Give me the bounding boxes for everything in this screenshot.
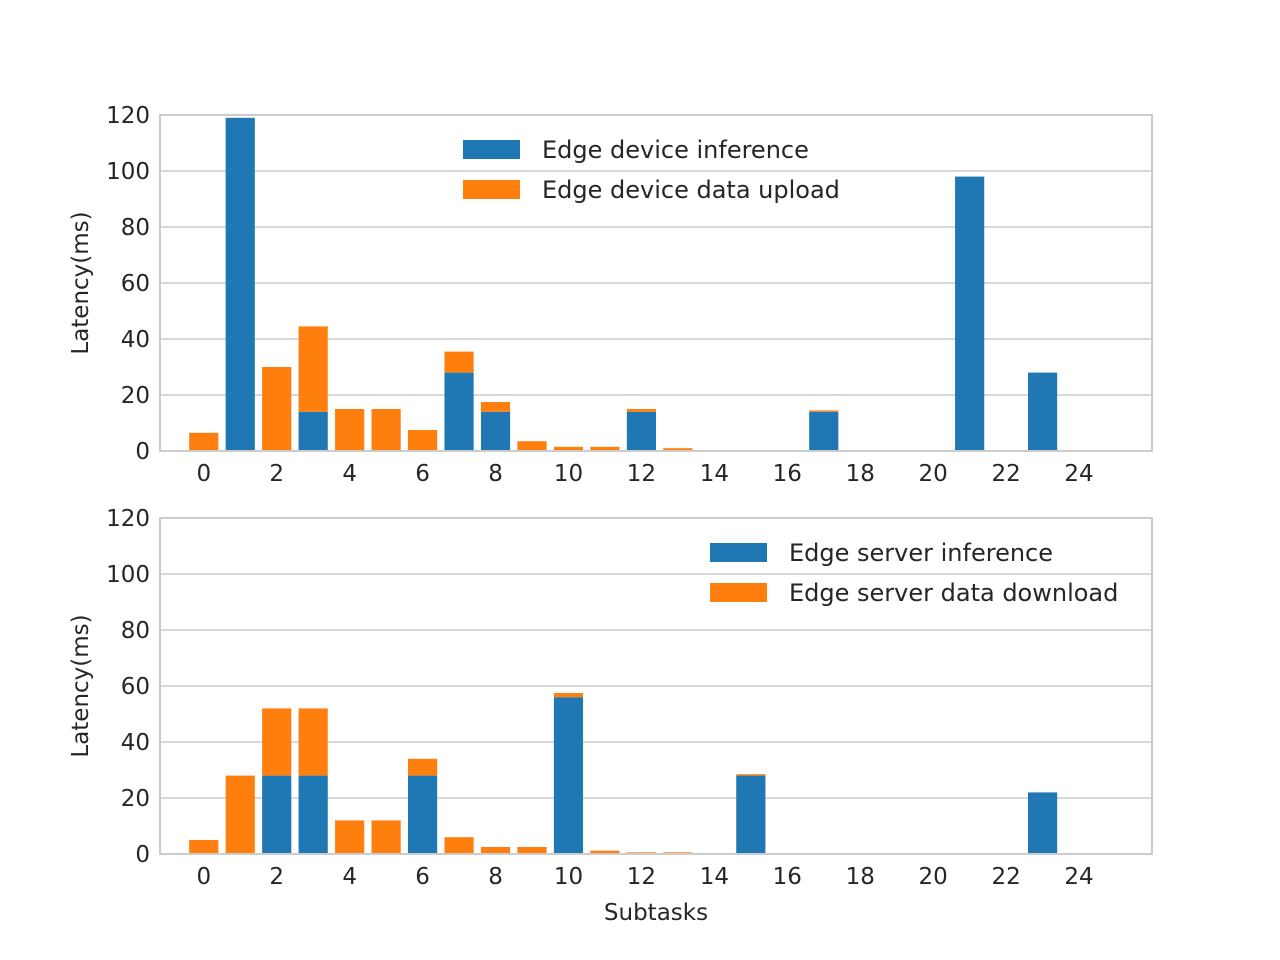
bar-inference-2 bbox=[262, 775, 292, 854]
y-tick-label: 60 bbox=[121, 271, 150, 297]
legend-label: Edge device data upload bbox=[542, 176, 840, 204]
bar-data-6 bbox=[408, 430, 438, 451]
bar-inference-17 bbox=[809, 411, 839, 451]
x-tick-label: 0 bbox=[196, 864, 211, 890]
x-tick-label: 14 bbox=[700, 461, 729, 487]
bar-inference-21 bbox=[955, 176, 985, 451]
x-tick-label: 22 bbox=[991, 461, 1020, 487]
legend-swatch bbox=[710, 583, 767, 602]
bar-data-10 bbox=[553, 693, 584, 698]
bar-data-7 bbox=[444, 837, 474, 854]
legend-swatch bbox=[710, 543, 767, 562]
bar-inference-3 bbox=[298, 411, 328, 451]
x-tick-label: 24 bbox=[1064, 864, 1093, 890]
x-tick-label: 16 bbox=[773, 864, 802, 890]
bar-inference-23 bbox=[1028, 792, 1058, 854]
x-tick-label: 6 bbox=[415, 864, 430, 890]
legend-label: Edge device inference bbox=[542, 136, 809, 164]
bar-inference-6 bbox=[408, 775, 438, 854]
bar-data-3 bbox=[298, 326, 328, 412]
x-tick-label: 0 bbox=[196, 461, 211, 487]
y-axis-label: Latency(ms) bbox=[68, 614, 94, 757]
bar-data-13 bbox=[663, 448, 693, 451]
x-tick-label: 24 bbox=[1064, 461, 1093, 487]
bar-inference-15 bbox=[736, 775, 766, 854]
bar-data-5 bbox=[371, 409, 401, 451]
x-tick-label: 20 bbox=[919, 461, 948, 487]
y-tick-label: 40 bbox=[121, 730, 150, 756]
x-tick-label: 6 bbox=[415, 461, 430, 487]
y-tick-label: 20 bbox=[121, 786, 150, 812]
bar-inference-23 bbox=[1028, 372, 1058, 451]
x-tick-label: 10 bbox=[554, 461, 583, 487]
bar-inference-3 bbox=[298, 775, 328, 854]
x-tick-label: 4 bbox=[342, 864, 357, 890]
legend-label: Edge server inference bbox=[789, 539, 1053, 567]
x-tick-label: 8 bbox=[488, 461, 503, 487]
bar-inference-7 bbox=[444, 372, 474, 451]
x-axis-label: Subtasks bbox=[604, 900, 708, 926]
x-tick-label: 20 bbox=[919, 864, 948, 890]
y-tick-label: 60 bbox=[121, 674, 150, 700]
y-tick-label: 0 bbox=[135, 842, 150, 868]
bar-data-12 bbox=[626, 409, 656, 412]
bar-inference-8 bbox=[480, 411, 511, 451]
bar-data-8 bbox=[480, 847, 511, 854]
x-tick-label: 2 bbox=[269, 461, 284, 487]
x-tick-label: 10 bbox=[554, 864, 583, 890]
bar-data-0 bbox=[189, 840, 219, 854]
x-tick-label: 4 bbox=[342, 461, 357, 487]
bar-data-10 bbox=[553, 446, 584, 451]
bar-data-8 bbox=[480, 402, 511, 412]
bar-data-3 bbox=[298, 708, 328, 776]
x-tick-label: 16 bbox=[773, 461, 802, 487]
bar-data-0 bbox=[189, 432, 219, 451]
y-tick-label: 100 bbox=[106, 159, 150, 185]
bar-data-4 bbox=[335, 409, 365, 451]
x-tick-label: 8 bbox=[488, 864, 503, 890]
plot-frame bbox=[159, 517, 1153, 855]
bar-inference-1 bbox=[225, 117, 255, 452]
bar-inference-12 bbox=[626, 411, 656, 451]
y-tick-label: 100 bbox=[106, 562, 150, 588]
bar-data-11 bbox=[590, 446, 620, 451]
bar-data-9 bbox=[517, 441, 547, 451]
bar-data-5 bbox=[371, 820, 401, 854]
y-tick-label: 20 bbox=[121, 383, 150, 409]
y-tick-label: 0 bbox=[135, 439, 150, 465]
x-tick-label: 2 bbox=[269, 864, 284, 890]
bar-data-6 bbox=[408, 758, 438, 776]
y-tick-label: 120 bbox=[106, 506, 150, 532]
x-tick-label: 18 bbox=[846, 461, 875, 487]
x-tick-label: 18 bbox=[846, 864, 875, 890]
bar-data-9 bbox=[517, 847, 547, 854]
x-tick-label: 12 bbox=[627, 864, 656, 890]
legend-label: Edge server data download bbox=[789, 579, 1118, 607]
bar-data-2 bbox=[262, 367, 292, 451]
x-tick-label: 14 bbox=[700, 864, 729, 890]
legend-swatch bbox=[463, 180, 520, 199]
bar-inference-10 bbox=[553, 697, 584, 854]
bar-data-17 bbox=[809, 410, 839, 412]
bar-data-2 bbox=[262, 708, 292, 776]
bar-data-11 bbox=[590, 850, 620, 854]
bar-data-7 bbox=[444, 351, 474, 373]
x-tick-label: 22 bbox=[991, 864, 1020, 890]
y-tick-label: 40 bbox=[121, 327, 150, 353]
x-tick-label: 12 bbox=[627, 461, 656, 487]
bar-data-1 bbox=[225, 775, 255, 854]
y-tick-label: 80 bbox=[121, 618, 150, 644]
bar-data-4 bbox=[335, 820, 365, 854]
legend-swatch bbox=[463, 140, 520, 159]
y-tick-label: 80 bbox=[121, 215, 150, 241]
y-axis-label: Latency(ms) bbox=[68, 211, 94, 354]
y-tick-label: 120 bbox=[106, 103, 150, 129]
plot-frame bbox=[159, 114, 1153, 452]
bar-data-15 bbox=[736, 774, 766, 776]
